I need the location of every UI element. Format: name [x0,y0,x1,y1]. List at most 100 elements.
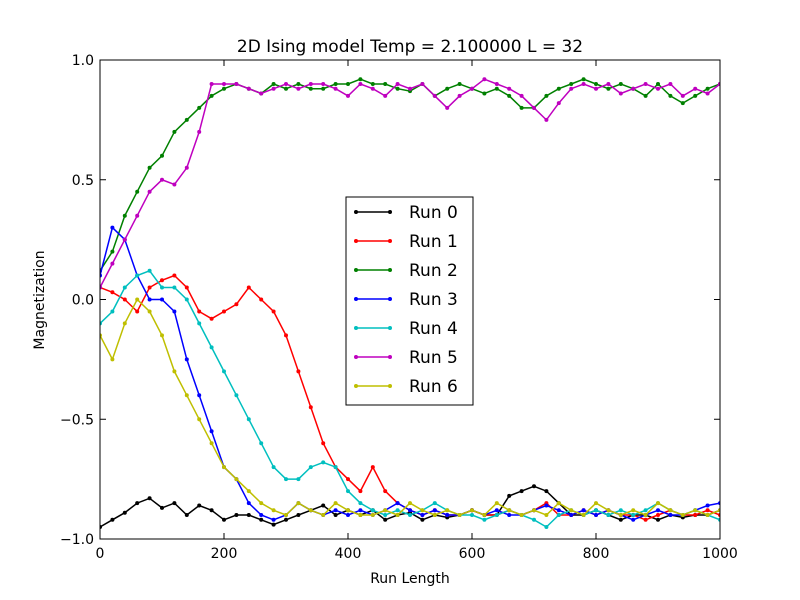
data-point [432,93,437,98]
data-point [197,309,202,314]
x-tick-label: 200 [211,546,238,562]
data-point [569,82,574,86]
y-tick-label: 1.0 [72,53,94,69]
data-point [122,321,127,326]
legend-item: Run 3 [354,290,458,310]
data-point [594,501,598,506]
data-point [358,489,363,494]
data-point [284,517,288,522]
data-point [321,82,326,86]
data-point [432,508,437,513]
data-point [680,93,685,98]
x-tick-label: 600 [459,546,486,562]
data-point [160,505,164,510]
legend-label: Run 0 [409,203,458,223]
data-point [110,290,115,295]
data-point [122,237,127,242]
data-point [445,105,450,110]
data-point [494,501,499,506]
data-point [147,297,152,302]
data-point [420,82,425,86]
y-axis: −1.0 −0.5 0.0 0.5 1.0 [60,53,720,548]
y-tick-label: 0.0 [72,293,94,309]
data-point [494,82,499,86]
legend-swatch-marker [354,326,358,330]
data-point [172,129,177,134]
data-point [296,513,301,517]
x-tick-label: 800 [583,546,610,562]
data-point [606,513,611,517]
data-point [358,513,363,517]
data-point [271,309,276,314]
data-point [457,513,462,517]
data-point [668,513,673,517]
data-point [172,501,177,506]
data-point [395,501,400,506]
data-point [135,189,140,194]
data-point [507,493,512,498]
data-point [370,465,375,470]
data-point [160,285,164,290]
data-point [395,82,400,86]
data-point [284,513,288,517]
data-point [234,302,239,307]
data-point [383,513,388,517]
data-point [569,508,574,513]
data-point [346,93,350,98]
data-point [209,441,214,446]
data-point [705,91,710,96]
data-point [184,357,189,362]
data-point [556,513,561,517]
data-point [246,417,251,422]
data-point [358,82,363,86]
data-point [271,517,276,522]
legend-swatch-marker [388,326,392,330]
data-point [147,165,152,170]
data-point [470,508,474,513]
series-layer [100,77,720,529]
data-point [383,82,388,86]
legend-label: Run 2 [409,261,458,281]
data-point [234,82,239,86]
data-point [271,82,276,86]
data-point [296,369,301,374]
data-point [234,513,239,517]
data-point [333,513,338,517]
data-point [581,77,586,82]
data-point [507,513,512,517]
data-point [358,77,363,82]
data-point [122,297,127,302]
data-point [184,393,189,398]
legend-swatch-marker [388,355,392,359]
data-point [631,517,636,522]
data-point [308,405,313,410]
data-point [383,517,388,522]
legend-item: Run 6 [354,377,458,397]
data-point [445,508,450,513]
data-point [370,82,375,86]
data-point [519,105,524,110]
data-point [656,513,660,517]
data-point [507,508,512,513]
data-point [296,82,301,86]
data-point [135,309,140,314]
legend-swatch-marker [388,384,392,388]
data-point [271,86,276,91]
legend-item: Run 4 [354,319,458,339]
data-point [420,517,425,522]
data-point [110,309,115,314]
data-point [172,369,177,374]
data-point [594,513,598,517]
data-point [147,285,152,290]
data-point [172,273,177,278]
data-point [606,82,611,86]
data-point [259,513,264,517]
data-point [408,513,412,517]
data-point [556,86,561,91]
data-point [172,285,177,290]
data-point [160,333,164,338]
data-point [160,153,164,158]
data-point [408,501,412,506]
legend-item: Run 2 [354,261,458,281]
data-point [333,465,338,470]
